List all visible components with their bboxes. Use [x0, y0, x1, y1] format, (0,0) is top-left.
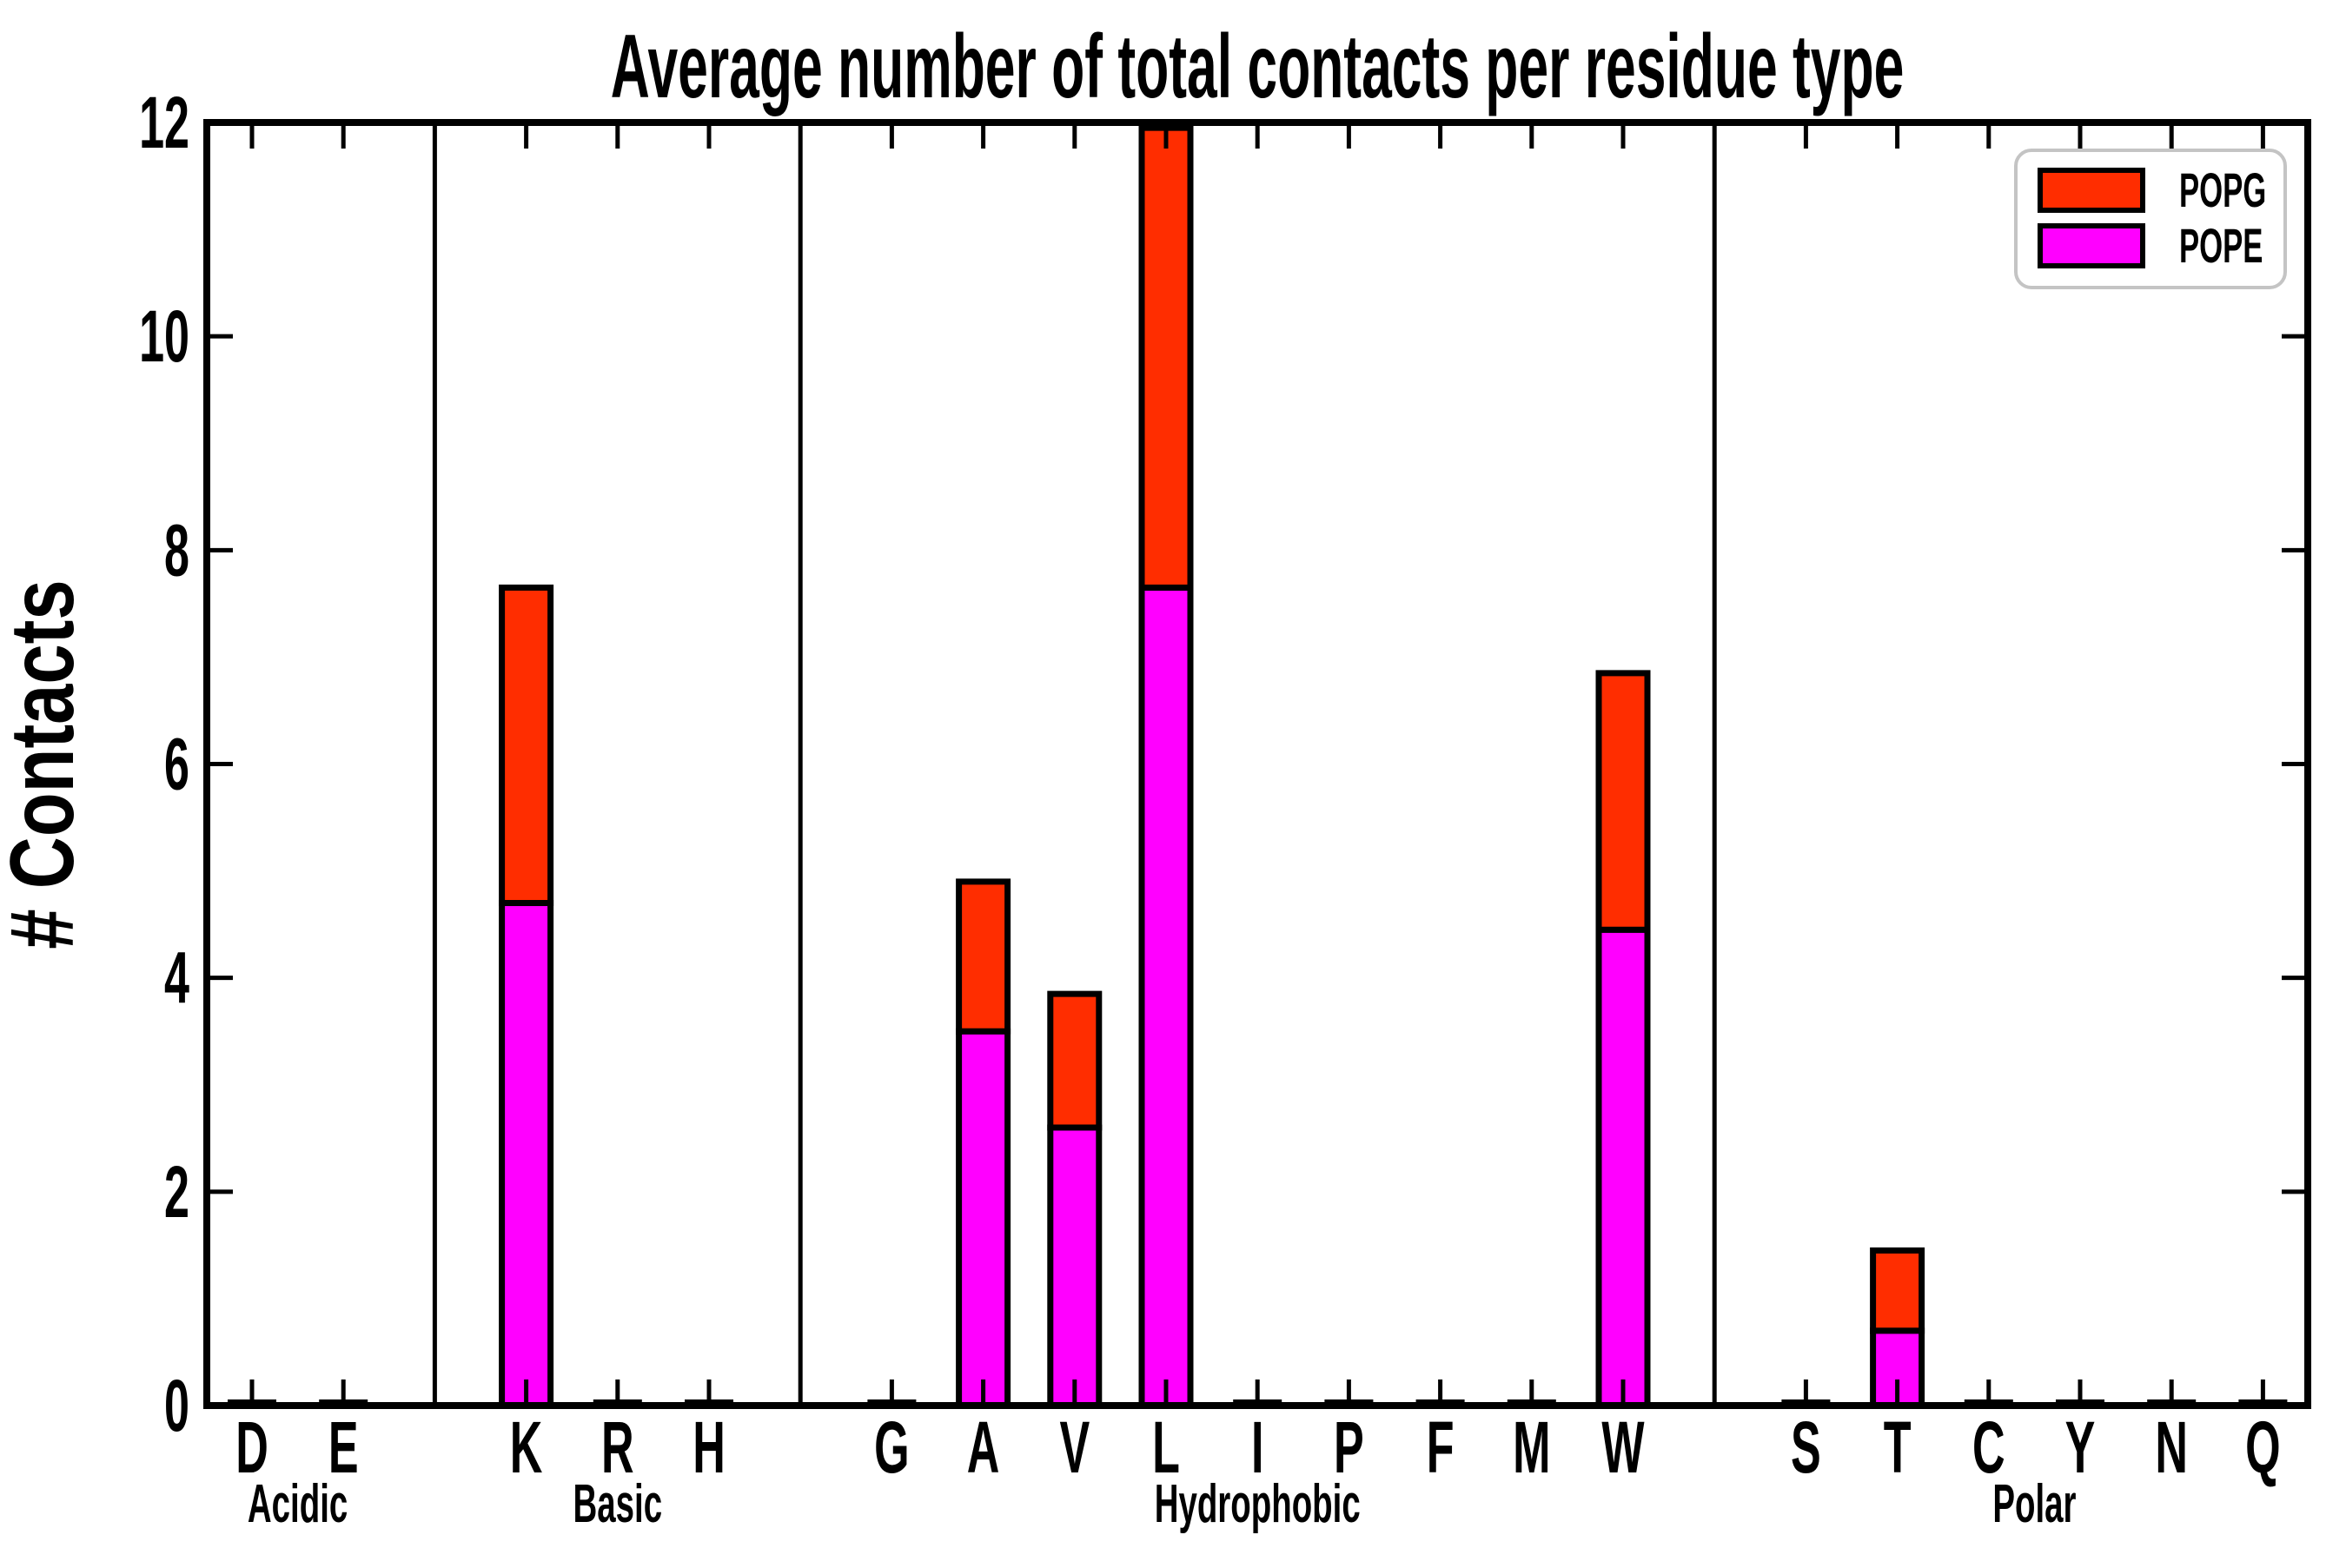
bar-T-popg: [1870, 1247, 1925, 1334]
group-label-polar: Polar: [1992, 1473, 2076, 1534]
xtick-label-I: I: [1251, 1406, 1263, 1488]
xtick-label-H: H: [693, 1406, 726, 1488]
xtick-label-C: C: [1972, 1406, 2005, 1488]
xtick-label-W: W: [1601, 1406, 1644, 1488]
xtick-label-N: N: [2155, 1406, 2188, 1488]
bar-L-popg: [1138, 124, 1194, 591]
xtick-label-Y: Y: [2065, 1406, 2096, 1488]
ytick-label-4: 4: [164, 937, 189, 1019]
bar-W-popg: [1595, 670, 1651, 933]
group-label-basic: Basic: [573, 1473, 663, 1534]
xtick-label-Q: Q: [2245, 1406, 2281, 1488]
ytick-label-6: 6: [164, 724, 189, 805]
xtick-label-E: E: [328, 1406, 359, 1488]
bar-L-pope: [1138, 584, 1194, 1409]
xtick-label-D: D: [235, 1406, 268, 1488]
group-label-acidic: Acidic: [248, 1473, 348, 1534]
xtick-label-A: A: [967, 1406, 1000, 1488]
xtick-label-F: F: [1427, 1406, 1455, 1488]
xtick-label-S: S: [1791, 1406, 1821, 1488]
legend: POPG POPE: [2014, 149, 2287, 289]
legend-swatch-popg: [2038, 168, 2145, 213]
chart-title: Average number of total contacts per res…: [611, 17, 1905, 117]
xtick-label-K: K: [510, 1406, 543, 1488]
xtick-label-G: G: [874, 1406, 910, 1488]
legend-label-popg: POPG: [2179, 163, 2266, 218]
xtick-label-L: L: [1152, 1406, 1180, 1488]
xtick-label-M: M: [1513, 1406, 1550, 1488]
xtick-label-P: P: [1334, 1406, 1364, 1488]
ytick-label-12: 12: [139, 82, 189, 163]
plot-area: D E K R H G A V L I P F M W S T C Y N Q 0 2 4 6 8 10 12 Acidic Basic…: [139, 82, 2311, 1534]
bar-A-pope: [956, 1028, 1011, 1409]
group-label-hydrophobic: Hydrophobic: [1155, 1473, 1361, 1534]
legend-swatch-pope: [2038, 223, 2145, 268]
ytick-label-2: 2: [164, 1151, 189, 1233]
bar-V-popg: [1047, 990, 1103, 1131]
bar-W-pope: [1595, 926, 1651, 1409]
bar-A-popg: [956, 878, 1011, 1035]
bar-K-popg: [499, 584, 554, 907]
ytick-label-0: 0: [164, 1365, 189, 1446]
xtick-label-V: V: [1059, 1406, 1090, 1488]
ytick-label-10: 10: [139, 295, 189, 377]
bar-K-pope: [499, 900, 554, 1409]
y-axis-label: # Contacts: [0, 579, 92, 949]
ytick-label-8: 8: [164, 510, 189, 592]
legend-label-pope: POPE: [2179, 219, 2263, 274]
xtick-label-R: R: [601, 1406, 634, 1488]
xtick-label-T: T: [1884, 1406, 1912, 1488]
bar-V-pope: [1047, 1124, 1103, 1409]
